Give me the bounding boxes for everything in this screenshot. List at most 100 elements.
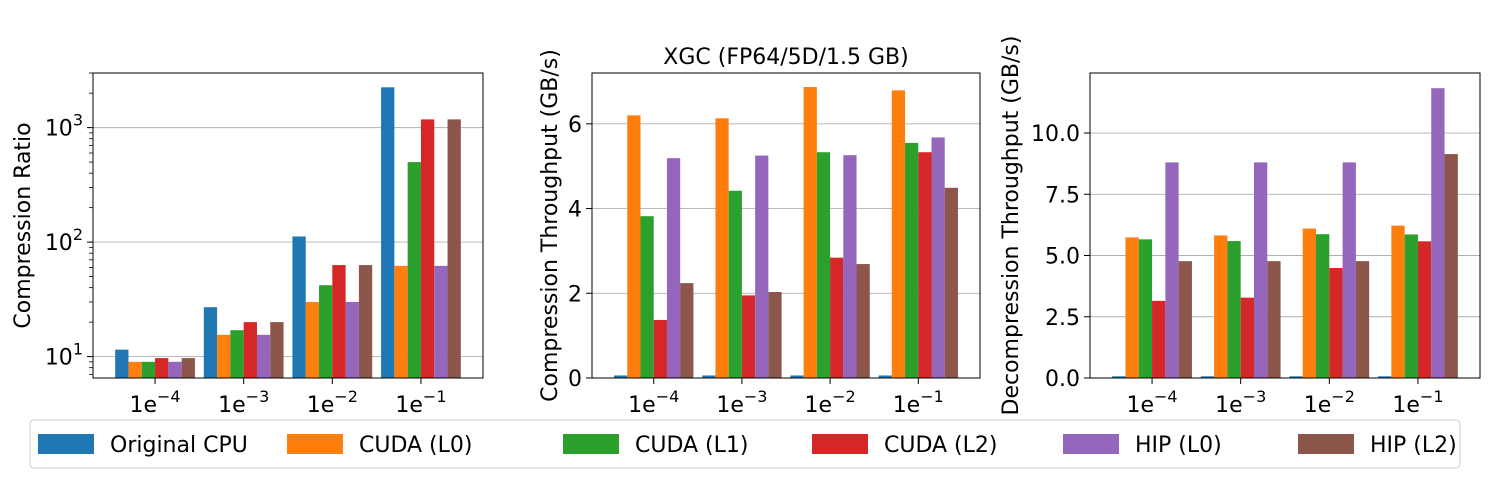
bar bbox=[1240, 297, 1254, 378]
bar bbox=[741, 295, 756, 378]
y-tick-label: 101 bbox=[45, 340, 83, 371]
chart-title: XGC (FP64/5D/1.5 GB) bbox=[663, 45, 908, 70]
y-tick-label: 2.5 bbox=[1045, 306, 1080, 331]
legend-swatch bbox=[812, 434, 868, 454]
bar bbox=[1152, 300, 1166, 378]
bar bbox=[803, 86, 817, 379]
y-axis-label: Compression Ratio bbox=[11, 122, 36, 328]
bar bbox=[944, 187, 958, 378]
legend-entry: CUDA (L1) bbox=[563, 433, 748, 458]
legend-label: CUDA (L1) bbox=[635, 433, 748, 458]
legend-swatch bbox=[287, 434, 343, 454]
x-tick-label: 1e−4 bbox=[129, 387, 180, 418]
bar bbox=[666, 158, 681, 378]
x-tick-label: 1e−4 bbox=[628, 387, 679, 418]
bar bbox=[434, 265, 448, 378]
bar bbox=[203, 307, 218, 378]
legend-entry: HIP (L2) bbox=[1298, 433, 1457, 458]
y-axis-label: Decompression Throughput (GB/s) bbox=[999, 36, 1024, 416]
bar bbox=[1431, 88, 1445, 378]
bar bbox=[1342, 162, 1356, 378]
legend-swatch bbox=[38, 434, 94, 454]
bar bbox=[1302, 228, 1317, 378]
axes-frame bbox=[591, 72, 981, 379]
y-tick-label: 10.0 bbox=[1031, 122, 1080, 147]
bar bbox=[332, 265, 346, 378]
bar bbox=[918, 152, 932, 378]
bar bbox=[653, 319, 667, 378]
bar bbox=[1165, 162, 1179, 378]
y-tick-label: 102 bbox=[45, 225, 83, 256]
legend-label: HIP (L0) bbox=[1135, 433, 1222, 458]
bar bbox=[1267, 261, 1281, 378]
bar bbox=[905, 142, 919, 378]
legend-entry: HIP (L0) bbox=[1063, 433, 1222, 458]
x-tick-label: 1e−2 bbox=[1304, 387, 1355, 418]
bar bbox=[715, 118, 729, 378]
bar bbox=[381, 87, 395, 379]
legend-swatch bbox=[563, 434, 619, 454]
bar bbox=[256, 334, 271, 378]
bar bbox=[358, 265, 373, 378]
y-tick-label: 4 bbox=[568, 198, 582, 223]
x-tick-label: 1e−1 bbox=[893, 387, 944, 418]
bar bbox=[1316, 234, 1330, 378]
bar bbox=[856, 264, 870, 378]
y-tick-label: 103 bbox=[45, 111, 83, 142]
bar bbox=[1227, 241, 1241, 378]
bar bbox=[728, 190, 742, 378]
x-tick-label: 1e−1 bbox=[395, 387, 446, 418]
legend-swatch bbox=[1063, 434, 1119, 454]
bar bbox=[420, 119, 435, 378]
legend-label: CUDA (L2) bbox=[884, 433, 997, 458]
bar bbox=[1253, 162, 1268, 378]
axes-frame bbox=[92, 72, 484, 379]
bar bbox=[155, 358, 169, 378]
bar bbox=[1200, 376, 1215, 378]
bar bbox=[407, 162, 421, 378]
legend-label: Original CPU bbox=[110, 433, 248, 458]
legend-label: HIP (L2) bbox=[1370, 433, 1457, 458]
chart-panel-1: 101 102 103 1e−4 1e−3 1e−2 1e−1 Compression Rat… bbox=[11, 72, 484, 418]
legend-swatch bbox=[1298, 434, 1354, 454]
chart-panel-2: 0 2 4 6 1e−4 1e−3 1e−2 1e−1 Compression Throughp… bbox=[538, 45, 981, 418]
bar bbox=[1112, 376, 1126, 378]
y-tick-label: 7.5 bbox=[1045, 183, 1080, 208]
bar bbox=[394, 265, 408, 378]
bar bbox=[168, 361, 182, 378]
bar bbox=[305, 301, 320, 378]
bar bbox=[141, 361, 156, 378]
bar bbox=[1178, 261, 1192, 378]
bar bbox=[1417, 241, 1432, 378]
bar bbox=[447, 119, 461, 378]
bar bbox=[1329, 268, 1343, 378]
bar bbox=[768, 292, 782, 378]
bar bbox=[319, 285, 333, 378]
bar bbox=[1138, 239, 1153, 378]
x-tick-label: 1e−1 bbox=[1392, 387, 1443, 418]
bar bbox=[614, 375, 628, 378]
bar bbox=[1444, 154, 1458, 378]
x-tick-label: 1e−3 bbox=[218, 387, 269, 418]
bar bbox=[115, 349, 129, 378]
bar bbox=[1355, 261, 1370, 378]
bar bbox=[931, 137, 945, 378]
legend-label: CUDA (L0) bbox=[359, 433, 472, 458]
legend-frame bbox=[29, 419, 1461, 469]
legend-entry: Original CPU bbox=[38, 433, 248, 458]
bar bbox=[230, 330, 244, 378]
y-tick-label: 2 bbox=[568, 282, 582, 307]
legend: Original CPU CUDA (L0) CUDA (L1) CUDA (L2) H… bbox=[29, 419, 1461, 469]
bar bbox=[292, 236, 306, 378]
bar bbox=[1378, 376, 1392, 378]
y-tick-label: 0 bbox=[568, 367, 582, 392]
bar bbox=[181, 358, 195, 378]
axes-frame bbox=[1089, 72, 1481, 379]
bar bbox=[702, 375, 716, 378]
y-axis-label: Compression Throughput (GB/s) bbox=[538, 49, 563, 402]
bar bbox=[1125, 237, 1139, 378]
bar bbox=[1404, 234, 1418, 378]
x-tick-label: 1e−3 bbox=[1215, 387, 1266, 418]
y-tick-label: 5.0 bbox=[1045, 245, 1080, 270]
